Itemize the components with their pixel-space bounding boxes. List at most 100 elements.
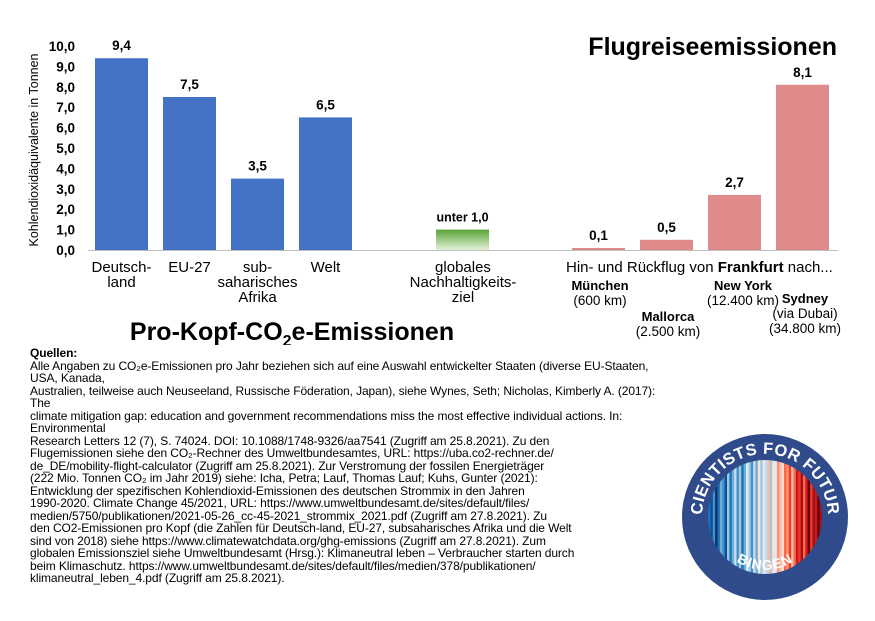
- y-tick-label: 10,0: [49, 39, 75, 54]
- warming-stripe: [800, 460, 804, 574]
- flight-destination-label: Sydney: [782, 291, 829, 306]
- warming-stripe: [817, 460, 820, 574]
- warming-stripe: [793, 460, 797, 574]
- data-label: 9,4: [112, 38, 131, 53]
- flight-destination-label: München: [571, 278, 628, 293]
- warming-stripe: [757, 460, 761, 574]
- flight-group-label: Hin- und Rückflug von Frankfurt nach...: [566, 259, 833, 276]
- warming-stripe: [769, 460, 773, 574]
- data-label: 2,7: [725, 175, 744, 190]
- warming-stripe: [746, 460, 749, 574]
- y-tick-label: 3,0: [56, 182, 75, 197]
- y-tick-label: 4,0: [56, 161, 75, 176]
- scientists-for-future-logo: SCIENTISTS FOR FUTURE BINGEN: [680, 432, 848, 600]
- y-tick-label: 8,0: [56, 80, 75, 95]
- warming-stripe: [819, 460, 822, 574]
- flight-distance-label: (600 km): [573, 293, 626, 308]
- warming-stripe: [812, 460, 816, 574]
- x-category-label: EU-27: [168, 259, 211, 276]
- logo-bottom-text: BINGEN: [735, 550, 795, 573]
- warming-stripe: [779, 460, 782, 574]
- warming-stripe: [734, 460, 737, 574]
- data-label: unter 1,0: [436, 211, 488, 225]
- warming-stripe: [755, 460, 759, 574]
- warming-stripe: [731, 460, 735, 574]
- x-category-label: globales Nachhaltigkeits-ziel: [410, 259, 517, 306]
- warming-stripe: [786, 460, 790, 574]
- warming-stripe: [760, 460, 763, 574]
- warming-stripe: [781, 460, 785, 574]
- warming-stripe: [708, 460, 711, 574]
- y-tick-label: 1,0: [56, 223, 75, 238]
- y-tick-label: 9,0: [56, 59, 75, 74]
- warming-stripe: [743, 460, 747, 574]
- sources-heading: Quellen:: [30, 346, 78, 360]
- warming-stripe: [736, 460, 740, 574]
- data-label: 8,1: [793, 65, 812, 80]
- x-category-label: Deutsch-land: [91, 259, 151, 291]
- data-label: 6,5: [316, 97, 335, 112]
- warming-stripe: [788, 460, 792, 574]
- warming-stripe: [727, 460, 730, 574]
- y-tick-label: 0,0: [56, 243, 75, 258]
- warming-stripe: [784, 460, 787, 574]
- warming-stripe: [803, 460, 806, 574]
- warming-stripe: [805, 460, 809, 574]
- warming-stripe: [741, 460, 744, 574]
- warming-stripe: [753, 460, 756, 574]
- flight-destination-label: New York: [714, 278, 773, 293]
- warming-stripe: [715, 460, 718, 574]
- warming-stripe: [719, 460, 723, 574]
- flight-destination-label: Mallorca: [642, 309, 696, 324]
- warming-stripe: [807, 460, 811, 574]
- y-tick-label: 5,0: [56, 141, 75, 156]
- y-axis-label: Kohlendioxidäquivalente in Tonnen: [27, 53, 41, 246]
- warming-stripe: [776, 460, 780, 574]
- bar-flights-1: [640, 239, 693, 250]
- warming-stripe: [767, 460, 771, 574]
- flight-distance-label: (via Dubai) (34.800 km): [769, 306, 841, 336]
- bar-per_capita-0: [95, 58, 148, 250]
- data-label: 0,1: [589, 228, 608, 243]
- warming-stripe: [814, 460, 818, 574]
- warming-stripe: [722, 460, 725, 574]
- y-tick-label: 6,0: [56, 121, 75, 136]
- warming-stripe: [791, 460, 794, 574]
- bar-flights-0: [572, 247, 625, 250]
- warming-stripe: [717, 460, 721, 574]
- warming-stripe: [772, 460, 775, 574]
- y-tick-label: 2,0: [56, 202, 75, 217]
- bar-target-0: [436, 229, 489, 250]
- warming-stripe: [724, 460, 728, 574]
- sources-text: Alle Angaben zu CO₂e-Emissionen pro Jahr…: [30, 358, 656, 585]
- warming-stripe: [798, 460, 801, 574]
- data-label: 3,5: [248, 159, 267, 174]
- chart-subtitle: Pro-Kopf-CO2e-Emissionen: [130, 318, 454, 345]
- chart: Kohlendioxidäquivalente in Tonnen 0,0 1,0 2…: [27, 33, 841, 345]
- data-label: 7,5: [180, 77, 199, 92]
- flight-distance-label: (12.400 km): [707, 293, 779, 308]
- warming-stripe: [729, 460, 733, 574]
- warming-stripe: [765, 460, 768, 574]
- warming-stripe: [750, 460, 754, 574]
- flight-distance-label: (2.500 km): [636, 324, 701, 339]
- warming-stripe: [774, 460, 778, 574]
- warming-stripe: [712, 460, 716, 574]
- bar-per_capita-1: [163, 97, 216, 250]
- chart-title: Flugreiseemissionen: [588, 33, 837, 61]
- warming-stripe: [762, 460, 766, 574]
- bar-flights-2: [708, 194, 761, 250]
- warming-stripe: [748, 460, 752, 574]
- bar-per_capita-3: [299, 117, 352, 251]
- warming-stripe: [810, 460, 813, 574]
- warming-stripe: [795, 460, 799, 574]
- warming-stripe: [710, 460, 714, 574]
- x-category-label: sub-saharisches Afrika: [217, 259, 297, 306]
- data-label: 0,5: [657, 220, 676, 235]
- bar-flights-3: [776, 84, 829, 250]
- y-tick-label: 7,0: [56, 100, 75, 115]
- warming-stripe: [738, 460, 742, 574]
- sources-block: Quellen: Alle Angaben zu CO₂e-Emissionen…: [30, 347, 660, 585]
- bar-per_capita-2: [231, 178, 284, 250]
- x-category-label: Welt: [311, 259, 342, 276]
